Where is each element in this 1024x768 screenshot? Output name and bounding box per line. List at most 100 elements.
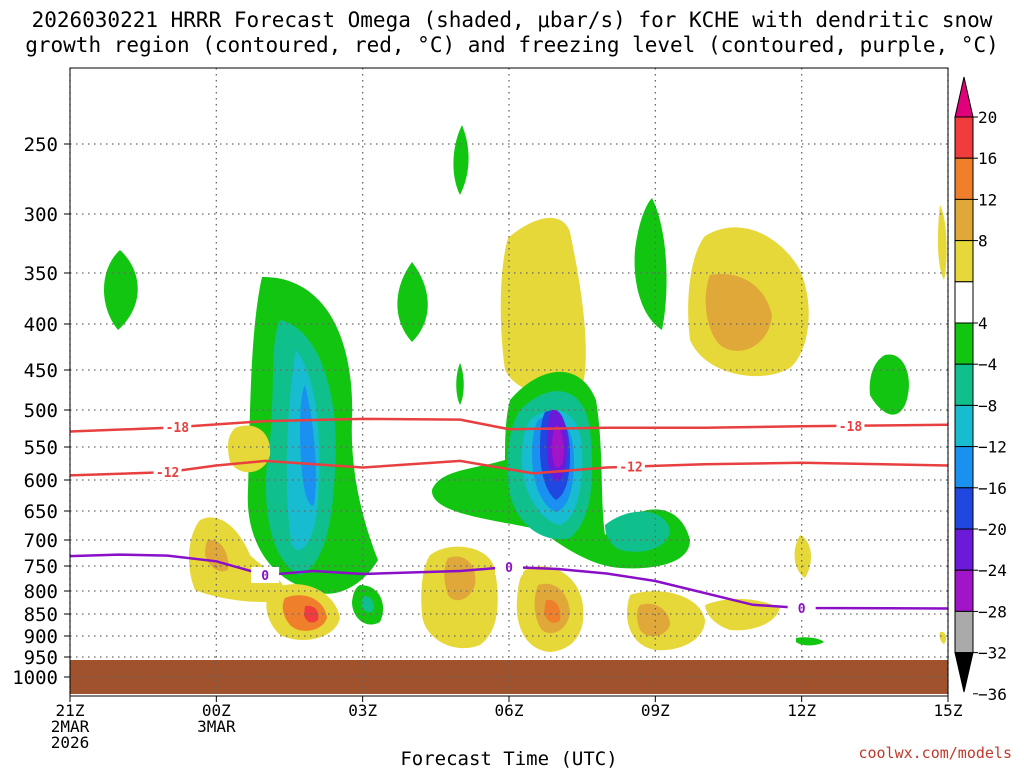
x-tick-label-2-0: 03Z <box>348 701 377 720</box>
colorbar-band-6 <box>954 363 974 406</box>
colorbar-label-1: 16 <box>978 149 997 168</box>
credit-text: coolwx.com/models <box>858 744 1012 762</box>
y-tick-label-850: 850 <box>24 604 58 626</box>
y-tick-label-600: 600 <box>24 470 58 492</box>
contour-label-dgz_warm-0: -12 <box>156 466 179 481</box>
contour-label-dgz_cold-0: -18 <box>166 421 190 436</box>
colorbar-label-3: 8 <box>978 232 988 251</box>
omega-region-low-orange-3 <box>444 556 476 601</box>
y-tick-label-650: 650 <box>24 501 58 523</box>
contour-label-freezing-0: 0 <box>261 569 269 584</box>
y-axis: 2503003504004505005506006507007508008509… <box>12 134 70 689</box>
colorbar-label-13: −36 <box>978 685 1007 704</box>
omega-region-orange-right <box>705 274 772 351</box>
colorbar-top-arrow <box>954 76 974 118</box>
omega-region-edge-yellow <box>937 205 947 280</box>
chart-title-line2: growth region (contoured, red, °C) and f… <box>25 33 999 57</box>
y-tick-label-900: 900 <box>24 626 58 648</box>
colorbar-band-9 <box>954 487 974 530</box>
omega-region-yellow-upper <box>500 217 586 394</box>
omega-region-right-mid <box>605 511 670 552</box>
omega-region-small-2 <box>453 125 469 195</box>
x-tick-label-4-0: 09Z <box>641 701 670 720</box>
y-tick-label-550: 550 <box>24 437 58 459</box>
contour-label-bg-dgz_warm-1 <box>616 458 645 475</box>
contour-label-bg-dgz_cold-0 <box>163 419 192 436</box>
colorbar-label-9: −20 <box>978 520 1007 539</box>
omega-region-small-5 <box>634 198 667 330</box>
colorbar-label-10: −24 <box>978 561 1007 580</box>
y-tick-label-400: 400 <box>24 314 58 336</box>
contour-label-bg-freezing-0 <box>251 567 280 583</box>
contour-label-bg-freezing-2 <box>787 600 816 617</box>
omega-region-low-yellow-8 <box>939 631 947 644</box>
x-tick-label-0-2: 2026 <box>51 733 90 752</box>
omega-region-low-teal-1 <box>361 596 374 613</box>
y-tick-label-500: 500 <box>24 400 58 422</box>
y-tick-label-700: 700 <box>24 530 58 552</box>
x-tick-label-1-1: 3MAR <box>197 717 236 736</box>
colorbar-band-12 <box>954 610 974 654</box>
contour-label-bg-freezing-1 <box>495 559 523 575</box>
colorbar: 20 16 12 8 4 −4 −8 −12 −16 −20 −24 −28 −32 −36 <box>954 76 1007 704</box>
x-axis-label: Forecast Time (UTC) <box>400 748 617 768</box>
omega-region-small-4 <box>456 363 464 405</box>
y-tick-label-800: 800 <box>24 581 58 603</box>
colorbar-label-2: 12 <box>978 190 997 209</box>
colorbar-label-4: 4 <box>978 314 988 333</box>
contour-label-dgz_warm-1: -12 <box>619 461 642 476</box>
y-tick-label-350: 350 <box>24 263 58 285</box>
omega-region-low-green-2 <box>796 637 824 646</box>
omega-region-low-orange-6 <box>637 603 670 637</box>
contour-dgz_warm <box>69 459 949 477</box>
colorbar-band-11 <box>954 569 974 612</box>
colorbar-band-3 <box>954 240 974 283</box>
contour-dgz_cold <box>69 417 949 433</box>
omega-region-small-3 <box>397 262 428 342</box>
plot-area <box>70 68 948 696</box>
colorbar-band-4 <box>954 281 974 324</box>
x-tick-label-5-0: 12Z <box>787 701 816 720</box>
colorbar-band-5 <box>954 322 974 365</box>
x-tick-label-1-0: 00Z <box>202 701 231 720</box>
contour-label-bg-dgz_cold-1 <box>836 417 865 434</box>
colorbar-bottom-arrow <box>954 652 974 693</box>
colorbar-band-1 <box>954 157 974 200</box>
plot-frame <box>69 67 949 697</box>
x-tick-label-0-0: 21Z <box>56 701 85 720</box>
omega-region-low-yellow-7 <box>794 535 812 578</box>
colorbar-label-7: −12 <box>978 438 1007 457</box>
x-tick-label-6-0: 15Z <box>934 701 963 720</box>
omega-region-left-core <box>300 385 316 506</box>
x-tick-label-3-0: 06Z <box>495 701 524 720</box>
colorbar-band-2 <box>954 198 974 242</box>
y-tick-label-1000: 1000 <box>12 667 58 689</box>
contour-label-freezing-2: 0 <box>798 602 806 617</box>
colorbar-label-8: −16 <box>978 479 1007 498</box>
colorbar-band-0 <box>954 116 974 159</box>
colorbar-label-5: −4 <box>978 355 997 374</box>
contour-label-bg-dgz_warm-0 <box>153 464 182 481</box>
colorbar-label-11: −28 <box>978 602 1007 621</box>
contour-lines: -18 -18 -12 -12 0 0 0 <box>69 417 949 617</box>
omega-region-low-orange-5 <box>544 599 561 623</box>
colorbar-label-0: 20 <box>978 108 997 127</box>
y-tick-label-450: 450 <box>24 360 58 382</box>
omega-region-small-1 <box>103 250 138 330</box>
y-tick-label-750: 750 <box>24 556 58 578</box>
colorbar-band-10 <box>954 528 974 571</box>
y-tick-label-300: 300 <box>24 204 58 226</box>
y-tick-label-250: 250 <box>24 134 58 156</box>
colorbar-band-7 <box>954 404 974 448</box>
x-tick-label-0-1: 2MAR <box>51 717 90 736</box>
colorbar-band-8 <box>954 446 974 489</box>
chart-title-line1: 2026030221 HRRR Forecast Omega (shaded, … <box>31 8 993 32</box>
y-tick-label-950: 950 <box>24 647 58 669</box>
omega-region-main-core <box>552 425 564 468</box>
contour-label-freezing-1: 0 <box>505 561 513 576</box>
contour-freezing <box>69 553 949 610</box>
colorbar-label-12: −32 <box>978 644 1007 663</box>
contour-label-dgz_cold-1: -18 <box>839 420 863 435</box>
